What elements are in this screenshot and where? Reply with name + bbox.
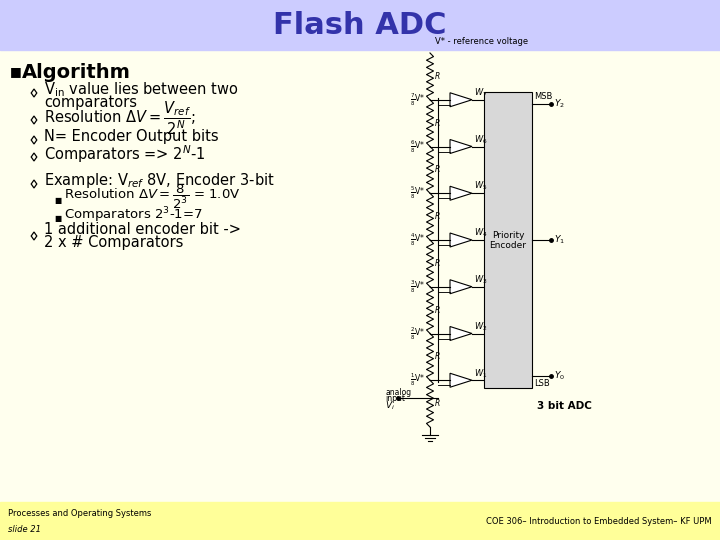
Text: $\frac{7}{8}$V*: $\frac{7}{8}$V*	[410, 92, 425, 108]
Text: $Y_2$: $Y_2$	[554, 98, 565, 110]
Text: Processes and Operating Systems: Processes and Operating Systems	[8, 509, 151, 518]
Text: 2 x # Comparators: 2 x # Comparators	[44, 235, 184, 251]
Text: 1 additional encoder bit ->: 1 additional encoder bit ->	[44, 221, 241, 237]
Text: $W_1$: $W_1$	[474, 367, 487, 380]
Text: Algorithm: Algorithm	[22, 63, 131, 82]
Text: $V_i$: $V_i$	[385, 399, 395, 411]
Text: MSB: MSB	[534, 92, 552, 102]
Text: Encoder: Encoder	[490, 240, 526, 249]
Text: slide 21: slide 21	[8, 525, 41, 534]
Text: N= Encoder Output bits: N= Encoder Output bits	[44, 130, 219, 145]
Bar	[484, 92, 532, 388]
Text: R: R	[435, 306, 440, 315]
Text: R: R	[435, 72, 440, 81]
Text: $Y_1$: $Y_1$	[554, 234, 565, 246]
Text: $W_3$: $W_3$	[474, 273, 487, 286]
Polygon shape	[450, 373, 472, 387]
Text: input: input	[385, 394, 405, 403]
Polygon shape	[450, 233, 472, 247]
Text: ■: ■	[54, 213, 61, 222]
Text: R: R	[435, 399, 440, 408]
Text: $W_4$: $W_4$	[474, 227, 487, 239]
Text: $W_6$: $W_6$	[474, 133, 487, 146]
Polygon shape	[450, 280, 472, 294]
Text: R: R	[435, 353, 440, 361]
Text: Priority: Priority	[492, 232, 524, 240]
Text: V* - reference voltage: V* - reference voltage	[435, 37, 528, 45]
Text: $W_2$: $W_2$	[474, 320, 487, 333]
Text: Flash ADC: Flash ADC	[274, 10, 446, 39]
Polygon shape	[450, 186, 472, 200]
Text: $\frac{1}{8}$V*: $\frac{1}{8}$V*	[410, 372, 425, 388]
Text: Resolution $\Delta V = \dfrac{8}{2^3}$ = 1.0V: Resolution $\Delta V = \dfrac{8}{2^3}$ =…	[64, 183, 240, 211]
Text: $\frac{4}{8}$V*: $\frac{4}{8}$V*	[410, 232, 425, 248]
Text: R: R	[435, 165, 440, 174]
Text: ■: ■	[10, 65, 22, 78]
Polygon shape	[450, 327, 472, 341]
Text: ■: ■	[54, 195, 61, 205]
Polygon shape	[450, 139, 472, 153]
Text: LSB: LSB	[534, 379, 550, 388]
Text: Comparators $2^3$-1=7: Comparators $2^3$-1=7	[64, 205, 203, 225]
Text: 3 bit ADC: 3 bit ADC	[537, 401, 592, 411]
Text: $\frac{3}{8}$V*: $\frac{3}{8}$V*	[410, 279, 425, 295]
Text: Example: V$_{ref}$ 8V, Encoder 3-bit: Example: V$_{ref}$ 8V, Encoder 3-bit	[44, 172, 275, 191]
Text: R: R	[435, 259, 440, 268]
Text: R: R	[435, 119, 440, 127]
Bar	[0, 502, 720, 540]
Text: V$_{\rm in}$ value lies between two: V$_{\rm in}$ value lies between two	[44, 80, 238, 99]
Text: comparators: comparators	[44, 94, 137, 110]
Text: $Y_0$: $Y_0$	[554, 370, 565, 382]
Text: $W_5$: $W_5$	[474, 180, 487, 192]
Text: R: R	[435, 212, 440, 221]
Text: $\frac{6}{8}$V*: $\frac{6}{8}$V*	[410, 138, 425, 154]
Polygon shape	[450, 93, 472, 107]
Text: $W_7$: $W_7$	[474, 86, 487, 99]
Text: Resolution $\Delta V = \dfrac{V_{ref}}{2^N}$;: Resolution $\Delta V = \dfrac{V_{ref}}{2…	[44, 99, 195, 137]
Bar	[0, 0, 720, 50]
Text: $\frac{2}{8}$V*: $\frac{2}{8}$V*	[410, 326, 425, 342]
Text: $\frac{5}{8}$V*: $\frac{5}{8}$V*	[410, 185, 425, 201]
Text: COE 306– Introduction to Embedded System– KF UPM: COE 306– Introduction to Embedded System…	[487, 516, 712, 525]
Text: Comparators => $2^N$-1: Comparators => $2^N$-1	[44, 143, 205, 165]
Text: analog: analog	[385, 388, 411, 397]
